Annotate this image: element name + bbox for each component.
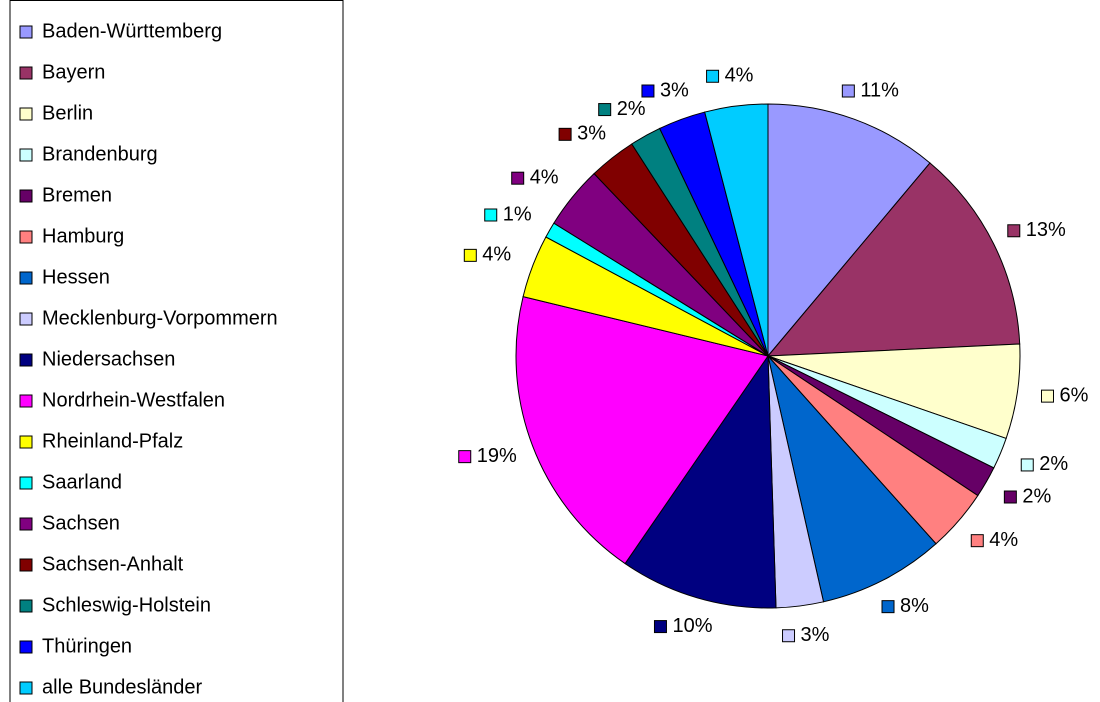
legend-swatch (19, 558, 33, 572)
data-label-swatch (484, 208, 498, 222)
data-label-swatch (1007, 224, 1021, 238)
data-label: 4% (725, 65, 754, 87)
data-label: 4% (989, 529, 1018, 551)
legend-label: Sachsen (42, 512, 120, 534)
legend-swatch (19, 394, 33, 408)
legend-swatch (19, 353, 33, 367)
pie-slice (766, 162, 1021, 357)
pie-slice (624, 354, 777, 609)
legend-label: Rheinland-Pfalz (42, 430, 183, 452)
pie-slice (515, 295, 769, 565)
data-label: 3% (577, 123, 606, 145)
pie-slice (704, 103, 769, 357)
data-label: 2% (1039, 453, 1068, 475)
legend-swatch (19, 476, 33, 490)
data-label: 4% (530, 166, 559, 188)
data-label-swatch (1020, 458, 1034, 472)
data-label-swatch (463, 248, 477, 262)
legend-label: Hamburg (42, 225, 124, 247)
legend-swatch (19, 681, 33, 695)
data-label: 2% (617, 98, 646, 120)
legend-swatch (19, 107, 33, 121)
legend-label: alle Bundesländer (42, 676, 202, 698)
data-label: 2% (1022, 485, 1051, 507)
data-label-swatch (1040, 389, 1054, 403)
data-label-swatch (558, 127, 572, 141)
legend-label: Brandenburg (42, 143, 158, 165)
legend-label: Thüringen (42, 635, 132, 657)
pie-slice (767, 103, 931, 358)
legend-box (9, 0, 344, 702)
data-label-swatch (511, 171, 525, 185)
data-label: 3% (660, 79, 689, 101)
legend-swatch (19, 599, 33, 613)
data-label-swatch (706, 69, 720, 83)
data-label: 1% (503, 203, 532, 225)
legend-swatch (19, 230, 33, 244)
legend-label: Mecklenburg-Vorpommern (42, 307, 278, 329)
legend-label: Bremen (42, 184, 112, 206)
data-label-swatch (970, 534, 984, 548)
legend-label: Berlin (42, 102, 93, 124)
legend-swatch (19, 25, 33, 39)
data-label-swatch (881, 600, 895, 614)
data-label: 19% (477, 445, 517, 467)
data-label-swatch (641, 84, 655, 98)
data-label-swatch (653, 620, 667, 634)
data-label: 3% (801, 624, 830, 646)
legend-label: Schleswig-Holstein (42, 594, 211, 616)
legend-label: Baden-Württemberg (42, 20, 222, 42)
data-label: 6% (1059, 384, 1088, 406)
data-label: 8% (900, 595, 929, 617)
legend-label: Nordrhein-Westfalen (42, 389, 225, 411)
legend-swatch (19, 640, 33, 654)
legend-swatch (19, 189, 33, 203)
legend-swatch (19, 517, 33, 531)
legend-swatch (19, 148, 33, 162)
legend-label: Niedersachsen (42, 348, 175, 370)
data-label-swatch (782, 629, 796, 643)
legend-swatch (19, 271, 33, 285)
legend-swatch (19, 312, 33, 326)
data-label: 13% (1026, 219, 1066, 241)
data-label: 10% (672, 615, 712, 637)
legend-label: Hessen (42, 266, 110, 288)
legend-label: Sachsen-Anhalt (42, 553, 184, 575)
data-label-swatch (458, 450, 472, 464)
legend-label: Saarland (42, 471, 122, 493)
data-label-swatch (841, 84, 855, 98)
legend-swatch (19, 66, 33, 80)
data-label: 11% (860, 79, 899, 101)
data-label: 4% (482, 244, 511, 266)
legend-swatch (19, 435, 33, 449)
legend-label: Bayern (42, 61, 105, 83)
data-label-swatch (1003, 490, 1017, 504)
data-label-swatch (598, 103, 612, 117)
